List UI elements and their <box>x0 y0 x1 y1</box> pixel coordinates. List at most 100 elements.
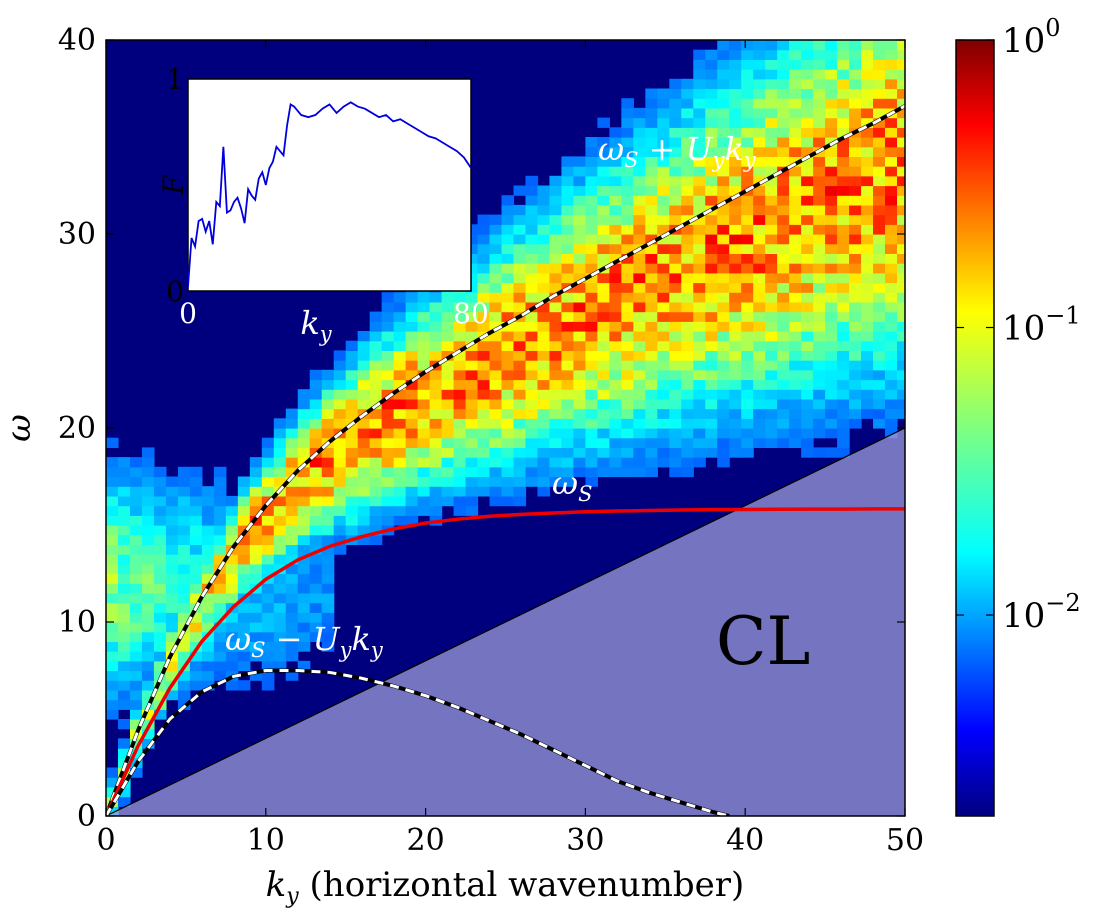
heat-cell <box>106 641 119 652</box>
heat-cell <box>273 428 287 439</box>
heat-cell <box>681 379 694 390</box>
heat-cell <box>537 204 551 216</box>
heat-cell <box>621 98 634 109</box>
heat-cell <box>153 612 167 623</box>
heat-cell <box>261 515 275 526</box>
heat-cell <box>825 117 838 128</box>
heat-cell <box>561 379 575 390</box>
heat-cell <box>741 369 754 381</box>
heat-cell <box>417 418 431 429</box>
heat-cell <box>285 476 299 487</box>
heat-cell <box>441 292 455 303</box>
heat-cell <box>585 476 598 487</box>
heat-cell <box>729 204 742 216</box>
heat-cell <box>465 457 479 468</box>
heat-cell <box>849 78 862 90</box>
heat-cell <box>237 583 251 594</box>
heat-cell <box>717 166 730 177</box>
heat-cell <box>561 369 575 381</box>
heat-cell <box>825 263 838 274</box>
heat-cell <box>369 486 383 497</box>
heat-cell <box>225 680 239 691</box>
heat-cell <box>597 137 610 148</box>
heat-cell <box>237 622 251 633</box>
heat-cell <box>657 253 670 264</box>
heat-cell <box>261 525 275 536</box>
heat-cell <box>729 185 742 196</box>
heat-cell <box>873 321 886 332</box>
heat-cell <box>681 418 694 429</box>
heat-cell <box>153 583 167 594</box>
heat-cell <box>669 117 682 128</box>
heat-cell <box>813 98 826 109</box>
heat-cell <box>645 98 658 109</box>
heat-cell <box>441 340 455 351</box>
heat-cell <box>777 437 790 448</box>
heat-cell <box>561 253 575 264</box>
heat-cell <box>681 127 694 138</box>
heat-cell <box>513 234 527 245</box>
heat-cell <box>813 379 826 390</box>
heat-cell <box>429 476 443 487</box>
heat-cell <box>669 195 682 206</box>
heat-cell <box>489 418 503 429</box>
heat-cell <box>477 466 491 478</box>
heat-cell <box>729 301 742 313</box>
heat-cell <box>633 185 646 196</box>
heat-cell <box>369 408 383 419</box>
heat-cell <box>153 680 167 691</box>
heat-cell <box>837 437 850 448</box>
heat-cell <box>705 360 718 371</box>
heat-cell <box>129 651 143 662</box>
heat-cell <box>741 224 754 235</box>
heat-cell <box>609 166 622 177</box>
heat-cell <box>561 204 575 216</box>
heat-cell <box>561 195 575 206</box>
heat-cell <box>549 447 563 458</box>
heat-cell <box>261 505 275 516</box>
heat-cell <box>645 185 658 196</box>
heat-cell <box>621 340 634 351</box>
heat-cell <box>849 379 862 390</box>
heat-cell <box>657 457 670 468</box>
heat-cell <box>633 340 646 351</box>
heat-cell <box>453 466 467 478</box>
heat-cell <box>513 389 527 400</box>
heat-cell <box>825 156 838 167</box>
heat-cell <box>645 292 658 303</box>
heat-cell <box>669 98 682 109</box>
heat-cell <box>825 204 838 216</box>
heat-cell <box>801 224 814 235</box>
heat-cell <box>477 437 491 448</box>
heat-cell <box>633 466 646 478</box>
heat-cell <box>645 321 658 332</box>
heat-cell <box>801 369 814 381</box>
heat-cell <box>393 457 407 468</box>
heat-cell <box>573 253 586 264</box>
heat-cell <box>657 321 670 332</box>
colorbar <box>955 39 995 817</box>
heat-cell <box>633 292 646 303</box>
heat-cell <box>213 466 227 478</box>
heat-cell <box>585 428 598 439</box>
heat-cell <box>741 195 754 206</box>
heat-cell <box>465 447 479 458</box>
heat-cell <box>741 263 754 274</box>
heat-cell <box>453 389 467 400</box>
heat-cell <box>561 175 575 187</box>
heat-cell <box>633 253 646 264</box>
heat-cell <box>549 204 563 216</box>
heat-cell <box>669 379 682 390</box>
heat-cell <box>549 457 563 468</box>
heat-cell <box>549 398 563 410</box>
heat-cell <box>849 117 862 128</box>
heat-cell <box>753 311 766 322</box>
heat-cell <box>885 340 898 351</box>
heat-cell <box>357 389 371 400</box>
heat-cell <box>513 243 527 254</box>
heat-cell <box>705 98 718 109</box>
y-tick-label: 0 <box>77 799 96 834</box>
heat-cell <box>597 311 610 322</box>
heat-cell <box>741 398 754 410</box>
heat-cell <box>333 379 347 390</box>
